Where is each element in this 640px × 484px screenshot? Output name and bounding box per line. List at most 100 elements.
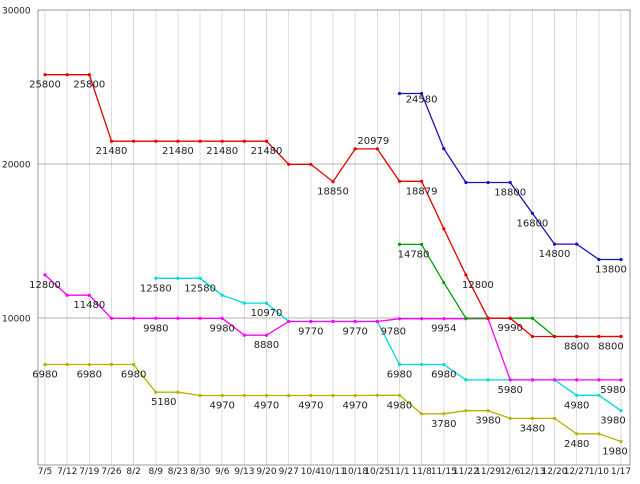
data-point-magenta [109, 316, 114, 320]
data-point-green [530, 316, 535, 320]
data-point-red [508, 316, 512, 320]
point-label-red: 8800 [598, 342, 623, 353]
data-point-olive [309, 393, 313, 398]
data-point-olive [220, 393, 224, 398]
data-point-red [353, 147, 357, 151]
x-tick-label: 8/23 [168, 467, 188, 477]
x-tick-label: 11/22 [453, 467, 479, 477]
y-tick-label: 10000 [2, 315, 31, 325]
x-tick-label: 7/5 [38, 467, 52, 477]
x-tick-label: 11/8 [411, 467, 431, 477]
point-label-red: 25800 [29, 80, 61, 91]
data-point-olive [154, 390, 158, 394]
data-point-olive [43, 362, 47, 367]
data-point-red [575, 334, 579, 339]
data-point-magenta [132, 316, 136, 320]
data-point-magenta [220, 316, 224, 320]
data-point-olive [597, 432, 601, 436]
point-label-green: 9990 [497, 323, 522, 334]
data-point-cyan [575, 393, 579, 397]
point-label-cyan: 12580 [184, 283, 216, 294]
data-point-olive [575, 432, 579, 436]
data-point-red [309, 162, 313, 166]
data-point-olive [619, 439, 623, 444]
data-point-magenta [198, 316, 202, 320]
data-point-red [242, 139, 246, 143]
point-label-magenta: 11480 [73, 300, 105, 311]
x-tick-label: 10/18 [342, 467, 368, 477]
point-label-olive: 6980 [121, 370, 146, 381]
data-point-blue [486, 180, 490, 185]
data-point-magenta [65, 293, 69, 297]
point-label-magenta: 9954 [431, 324, 456, 335]
point-label-cyan: 6980 [431, 370, 456, 381]
point-label-cyan: 5980 [497, 385, 522, 396]
x-tick-label: 9/6 [215, 467, 230, 477]
data-point-olive [287, 393, 291, 398]
data-point-magenta [353, 319, 357, 324]
data-point-red [109, 139, 114, 143]
x-tick-label: 8/2 [126, 467, 140, 477]
x-tick-label: 9/20 [256, 467, 276, 477]
data-point-red [597, 334, 601, 339]
data-point-magenta [552, 378, 557, 382]
data-point-cyan [220, 293, 224, 297]
data-point-green [420, 242, 424, 246]
data-point-red [552, 334, 557, 339]
point-label-cyan: 10970 [251, 308, 283, 319]
data-point-blue [597, 257, 601, 262]
point-label-olive: 4970 [254, 401, 279, 412]
point-label-red: 20979 [357, 136, 389, 147]
data-point-cyan [242, 301, 246, 305]
point-label-green: 14780 [398, 249, 430, 260]
point-label-cyan: 12580 [140, 283, 172, 294]
data-point-olive [65, 362, 69, 367]
data-point-magenta [508, 378, 512, 382]
data-point-red [87, 73, 91, 77]
data-point-red [198, 139, 202, 143]
data-point-cyan [442, 362, 446, 367]
point-label-red: 12800 [462, 280, 494, 291]
point-label-cyan: 6980 [387, 370, 412, 381]
data-point-cyan [176, 276, 180, 280]
data-point-red [486, 316, 490, 320]
point-label-cyan: 4980 [564, 400, 589, 411]
data-point-red [43, 73, 47, 77]
point-label-red: 21480 [206, 146, 238, 157]
data-point-magenta [442, 317, 446, 321]
data-point-red [287, 162, 291, 166]
data-point-magenta [264, 333, 269, 337]
data-point-cyan [464, 378, 468, 382]
data-point-red [420, 179, 424, 183]
data-point-red [530, 334, 535, 339]
data-point-magenta [331, 319, 335, 324]
point-label-magenta: 8880 [254, 340, 279, 351]
data-point-olive [486, 409, 490, 413]
point-label-olive: 3980 [475, 416, 500, 427]
x-tick-label: 7/12 [57, 467, 77, 477]
point-label-magenta: 12800 [29, 280, 61, 291]
data-point-blue [575, 242, 579, 246]
data-point-cyan [264, 301, 269, 305]
x-tick-label: 11/29 [475, 467, 501, 477]
point-label-red: 18879 [406, 186, 438, 197]
point-label-olive: 3780 [431, 419, 456, 430]
x-tick-label: 7/26 [101, 467, 121, 477]
data-point-olive [198, 393, 202, 398]
data-point-red [154, 139, 158, 143]
data-point-olive [420, 412, 424, 416]
data-point-red [176, 139, 180, 143]
point-label-blue: 13800 [595, 265, 627, 276]
data-point-olive [552, 416, 557, 420]
x-tick-label: 10/4 [301, 467, 321, 477]
data-point-magenta [375, 319, 379, 324]
data-point-red [442, 227, 446, 231]
data-point-blue [508, 180, 512, 185]
data-point-magenta [154, 316, 158, 320]
data-point-red [619, 334, 623, 339]
y-tick-label: 20000 [2, 161, 31, 171]
data-point-red [464, 273, 468, 277]
data-point-magenta [287, 319, 291, 324]
plot-frame [37, 9, 631, 466]
